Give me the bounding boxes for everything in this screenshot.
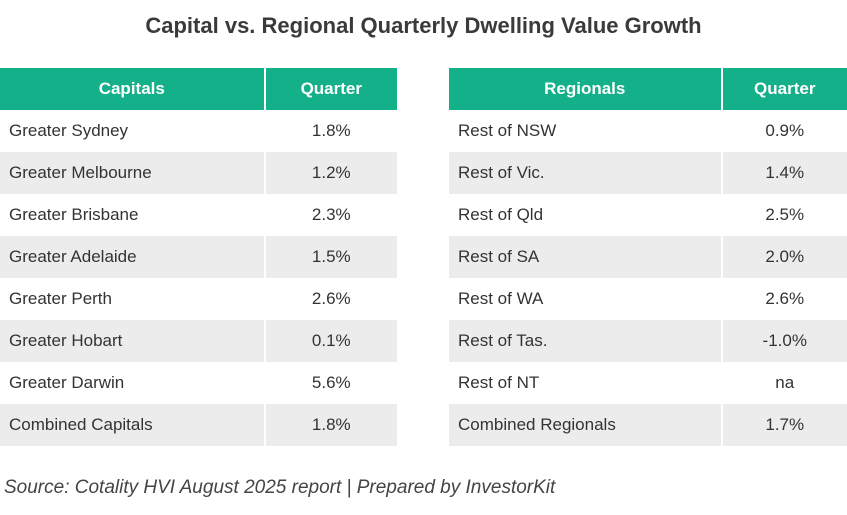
value-cell: 1.4% — [721, 152, 847, 194]
table-row: Greater Perth 2.6% — [0, 278, 397, 320]
value-cell: 5.6% — [311, 373, 351, 392]
table-row: Combined Capitals 1.8% — [0, 404, 397, 446]
region-cell: Rest of Qld — [449, 194, 723, 236]
value-cell: 1.8% — [264, 404, 397, 446]
region-cell: Combined Regionals — [449, 404, 723, 446]
value-cell: -1.0% — [721, 320, 847, 362]
table-row: Rest of Qld 2.5% — [449, 194, 847, 236]
header-row: Regionals Quarter — [449, 68, 847, 110]
table-row: Rest of WA 2.6% — [449, 278, 847, 320]
region-cell: Rest of SA — [449, 236, 723, 278]
region-cell: Greater Perth — [0, 278, 266, 320]
header-cell: Capitals — [0, 68, 266, 110]
region-cell: Rest of WA — [449, 278, 723, 320]
table-row: Combined Regionals 1.7% — [449, 404, 847, 446]
region-cell: Rest of NT — [449, 362, 723, 404]
table-row: Greater Sydney 1.8% — [0, 110, 397, 152]
table-row: Greater Adelaide 1.5% — [0, 236, 397, 278]
table-row: Rest of NT na — [449, 362, 847, 404]
table-row: Rest of Vic. 1.4% — [449, 152, 847, 194]
table-row: Rest of SA 2.0% — [449, 236, 847, 278]
region-cell: Rest of Vic. — [449, 152, 723, 194]
region-cell: Greater Darwin — [0, 362, 266, 404]
region-cell: Combined Capitals — [0, 404, 266, 446]
value-cell: 2.3% — [311, 205, 351, 224]
value-cell: 2.0% — [721, 236, 847, 278]
value-cell: 0.1% — [264, 320, 397, 362]
region-cell: Greater Brisbane — [0, 194, 266, 236]
value-cell: 1.7% — [721, 404, 847, 446]
region-cell: Rest of NSW — [449, 110, 723, 152]
source-note: Source: Cotality HVI August 2025 report … — [4, 477, 556, 498]
value-cell: 1.5% — [264, 236, 397, 278]
value-cell: 0.9% — [765, 121, 805, 140]
table-row: Greater Hobart 0.1% — [0, 320, 397, 362]
value-cell: 1.2% — [264, 152, 397, 194]
region-cell: Greater Melbourne — [0, 152, 266, 194]
table-row: Rest of Tas. -1.0% — [449, 320, 847, 362]
regionals-table: Regionals Quarter Rest of NSW 0.9% Rest of V… — [449, 68, 847, 446]
region-cell: Greater Sydney — [0, 110, 266, 152]
value-cell: 2.5% — [765, 205, 805, 224]
header-cell: Regionals — [449, 68, 723, 110]
region-cell: Greater Adelaide — [0, 236, 266, 278]
capitals-table: Capitals Quarter Greater Sydney 1.8% Greater… — [0, 68, 397, 446]
table-row: Greater Melbourne 1.2% — [0, 152, 397, 194]
value-cell: 2.6% — [765, 289, 805, 308]
region-cell: Rest of Tas. — [449, 320, 723, 362]
value-cell: 1.8% — [311, 121, 351, 140]
table-row: Greater Darwin 5.6% — [0, 362, 397, 404]
table-row: Rest of NSW 0.9% — [449, 110, 847, 152]
header-cell: Quarter — [264, 68, 397, 110]
value-cell: na — [775, 373, 795, 392]
table-row: Greater Brisbane 2.3% — [0, 194, 397, 236]
value-cell: 2.6% — [311, 289, 351, 308]
region-cell: Greater Hobart — [0, 320, 266, 362]
title: Capital vs. Regional Quarterly Dwelling … — [145, 13, 702, 38]
header-row: Capitals Quarter — [0, 68, 397, 110]
header-cell: Quarter — [721, 68, 847, 110]
